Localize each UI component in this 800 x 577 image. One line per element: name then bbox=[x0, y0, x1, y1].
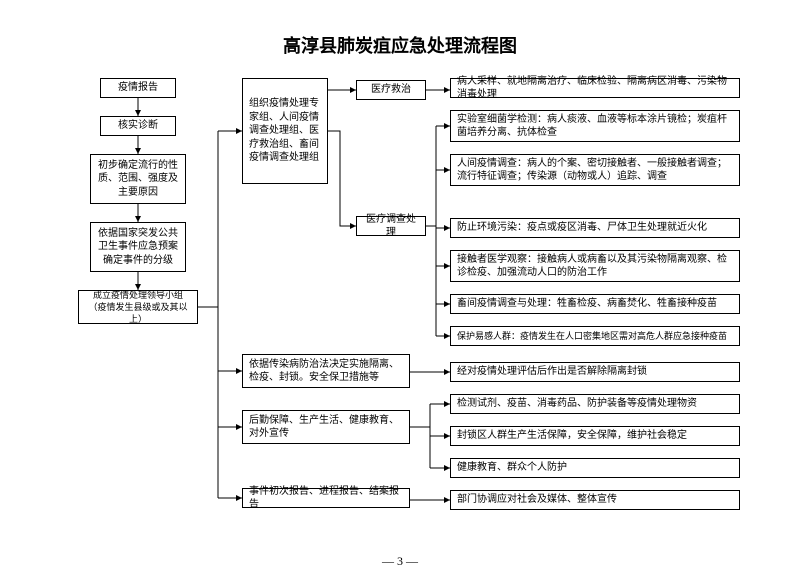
node-c1: 医疗救治 bbox=[356, 80, 426, 100]
node-a5: 成立疫情处理领导小组（疫情发生县级或及其以上） bbox=[78, 290, 198, 324]
node-d7: 保护易感人群：疫情发生在人口密集地区需对高危人群应急接种疫苗 bbox=[450, 326, 740, 346]
node-d1: 病人采样、就地隔离治疗、临床检验、隔离病区消毒、污染物消毒处理 bbox=[450, 78, 740, 98]
node-d5: 接触者医学观察：接触病人或病畜以及其污染物隔离观察、检诊检疫、加强流动人口的防治… bbox=[450, 250, 740, 282]
node-d8: 经对疫情处理评估后作出是否解除隔离封锁 bbox=[450, 362, 740, 382]
node-d9: 检测试剂、疫苗、消毒药品、防护装备等疫情处理物资 bbox=[450, 394, 740, 414]
node-d11: 健康教育、群众个人防护 bbox=[450, 458, 740, 478]
node-a3: 初步确定流行的性质、范围、强度及主要原因 bbox=[90, 154, 186, 204]
node-b3: 后勤保障、生产生活、健康教育、对外宣传 bbox=[242, 410, 410, 444]
node-d4: 防止环境污染：疫点或疫区消毒、尸体卫生处理就近火化 bbox=[450, 218, 740, 238]
node-a4: 依据国家突发公共卫生事件应急预案确定事件的分级 bbox=[90, 222, 186, 272]
node-b4: 事件初次报告、进程报告、结案报告 bbox=[242, 488, 410, 508]
node-d12: 部门协调应对社会及媒体、整体宣传 bbox=[450, 490, 740, 510]
node-d3: 人间疫情调查：病人的个案、密切接触者、一般接触者调查；流行特征调查；传染源（动物… bbox=[450, 154, 740, 186]
node-d6: 畜间疫情调查与处理：牲畜检疫、病畜焚化、牲畜接种疫苗 bbox=[450, 294, 740, 314]
node-c2: 医疗调查处理 bbox=[356, 216, 426, 236]
node-d10: 封锁区人群生产生活保障，安全保障，维护社会稳定 bbox=[450, 426, 740, 446]
node-b2: 依据传染病防治法决定实施隔离、检疫、封锁。安全保卫措施等 bbox=[242, 354, 410, 388]
node-a1: 疫情报告 bbox=[100, 78, 176, 98]
page-number: — 3 — bbox=[0, 554, 800, 569]
node-a2: 核实诊断 bbox=[100, 116, 176, 136]
node-b1: 组织疫情处理专家组、人间疫情调查处理组、医疗救治组、畜间疫情调查处理组 bbox=[242, 78, 328, 184]
node-d2: 实验室细菌学检测：病人痰液、血液等标本涂片镜检；炭疽杆菌培养分离、抗体检查 bbox=[450, 110, 740, 142]
page-title: 高淳县肺炭疽应急处理流程图 bbox=[0, 0, 800, 72]
page: 高淳县肺炭疽应急处理流程图 疫情报告 核实诊断 初步确定流行的性质、范围、强度及… bbox=[0, 0, 800, 577]
